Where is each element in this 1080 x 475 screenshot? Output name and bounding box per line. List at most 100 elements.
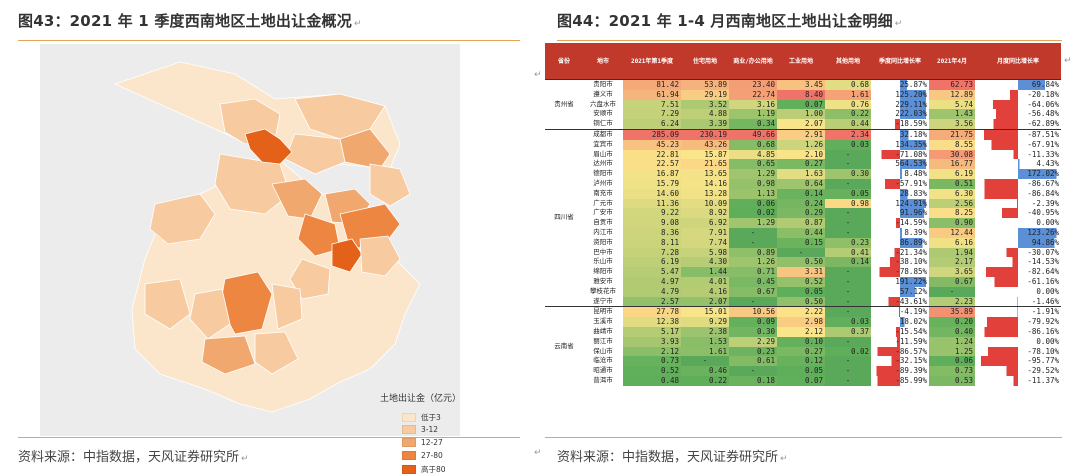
column-header: 2021年4月 bbox=[929, 43, 975, 80]
value-cell: 7.91 bbox=[681, 227, 729, 238]
table-row: 安顺市 7.29 4.88 1.19 1.00 0.22 222.03% 1.43 -56.48… bbox=[545, 109, 1061, 120]
value-cell: 7.29 bbox=[623, 109, 681, 120]
table-header-row: 省份 地市 2021年第1季度 住宅用地 商业/办公用地 工业用地 其他用地 季度同比增长率 2… bbox=[545, 43, 1061, 80]
city-cell: 保山市 bbox=[583, 346, 623, 357]
region-p bbox=[201, 335, 256, 375]
growth-rate-cell: -43.61% bbox=[871, 296, 929, 307]
table-row: 广安市 9.22 8.92 0.02 0.29-91.96% 8.25 -40.95% bbox=[545, 208, 1061, 219]
value-cell: 4.30 bbox=[681, 257, 729, 268]
table-row: 攀枝花市 4.79 4.16 0.67 0.05-57.12% -0.00% bbox=[545, 286, 1061, 297]
value-cell: 0.50 bbox=[777, 257, 825, 268]
growth-rate-cell: -67.91% bbox=[975, 139, 1061, 150]
value-cell: 0.27 bbox=[777, 346, 825, 357]
value-cell: 2.23 bbox=[929, 296, 975, 307]
legend-item: 3-12 bbox=[402, 425, 438, 434]
value-cell: 9.08 bbox=[623, 218, 681, 228]
value-cell: 0.05 bbox=[777, 366, 825, 376]
growth-rate-cell: 0.00% bbox=[975, 336, 1061, 347]
growth-rate-cell: 0.00% bbox=[975, 286, 1061, 297]
column-header: 月度同比增长率 bbox=[975, 43, 1061, 80]
value-cell: 8.25 bbox=[929, 208, 975, 219]
growth-rate-cell: -1.91% bbox=[975, 306, 1061, 318]
growth-rate-cell: 222.03% bbox=[871, 109, 929, 120]
city-cell: 普洱市 bbox=[583, 375, 623, 386]
table-row: 泸州市 15.79 14.16 0.98 0.64- -57.91% 0.51 -86.67% bbox=[545, 178, 1061, 189]
value-cell: 81.42 bbox=[623, 78, 681, 90]
value-cell: 0.22 bbox=[825, 109, 871, 120]
value-cell: - bbox=[929, 286, 975, 297]
southwest-china-map: 土地出让金（亿元） 低于3 3-12 12-27 27-80 高于80 bbox=[40, 44, 461, 474]
legend-swatch bbox=[402, 465, 416, 474]
table-row: 丽江市 3.93 1.53 2.29 0.10- -11.59% 1.24 0.00% bbox=[545, 336, 1061, 347]
value-cell: 0.05 bbox=[777, 286, 825, 297]
legend-swatch bbox=[402, 425, 416, 434]
legend-item: 12-27 bbox=[402, 438, 443, 447]
growth-rate-cell: 125.20% bbox=[871, 89, 929, 100]
growth-rate-cell: -11.59% bbox=[871, 336, 929, 347]
value-cell: 2.12 bbox=[777, 326, 825, 337]
table-row: 德阳市 16.87 13.65 1.29 1.63 0.30 8.48% 6.19 172.02… bbox=[545, 169, 1061, 179]
growth-rate-cell: -30.07% bbox=[975, 247, 1061, 258]
right-title-rule bbox=[557, 40, 1062, 41]
value-cell: 0.41 bbox=[825, 247, 871, 258]
value-cell: - bbox=[825, 286, 871, 297]
value-cell: 15.87 bbox=[681, 149, 729, 160]
value-cell: 35.89 bbox=[929, 306, 975, 318]
value-cell: 23.40 bbox=[729, 78, 777, 90]
table-row: 遵义市 61.94 29.19 22.74 8.40 1.61 125.20% 12.89 -2… bbox=[545, 89, 1061, 100]
growth-rate-cell: -86.67% bbox=[975, 178, 1061, 189]
growth-rate-cell: -71.08% bbox=[871, 149, 929, 160]
value-cell: - bbox=[825, 208, 871, 219]
column-header: 工业用地 bbox=[777, 43, 825, 80]
value-cell: 0.76 bbox=[825, 99, 871, 110]
growth-rate-cell: -87.51% bbox=[975, 128, 1061, 140]
table-row: 宜宾市 45.23 43.26 0.68 1.26 0.03 134.35% 8.55 -67.… bbox=[545, 139, 1061, 150]
city-cell: 巴中市 bbox=[583, 247, 623, 258]
region-o bbox=[189, 288, 231, 340]
table-row: 遂宁市 2.57 2.07-0.50- -43.61% 2.23 -1.46% bbox=[545, 296, 1061, 307]
value-cell: - bbox=[825, 356, 871, 367]
city-cell: 泸州市 bbox=[583, 178, 623, 189]
value-cell: 9.29 bbox=[681, 317, 729, 327]
growth-rate-cell: 18.02% bbox=[871, 317, 929, 327]
column-header: 省份 bbox=[545, 43, 583, 80]
value-cell: 0.89 bbox=[729, 247, 777, 258]
growth-rate-cell: 25.87% bbox=[871, 78, 929, 90]
value-cell: 0.98 bbox=[825, 198, 871, 209]
table-row: 绵阳市 5.47 1.44 0.71 3.31- -78.85% 3.65 -82.64% bbox=[545, 267, 1061, 277]
value-cell: 30.08 bbox=[929, 149, 975, 160]
value-cell: 0.06 bbox=[929, 356, 975, 367]
value-cell: 2.57 bbox=[623, 296, 681, 307]
value-cell: 0.73 bbox=[929, 366, 975, 376]
growth-rate-cell: -15.54% bbox=[871, 326, 929, 337]
value-cell: 0.50 bbox=[777, 296, 825, 307]
value-cell: 0.23 bbox=[825, 237, 871, 248]
value-cell: 0.73 bbox=[623, 356, 681, 367]
table-row: 资阳市 8.11 7.74-0.15 0.23 86.89% 6.16 94.86% bbox=[545, 237, 1061, 248]
value-cell: 0.07 bbox=[777, 99, 825, 110]
city-cell: 雅安市 bbox=[583, 276, 623, 287]
growth-rate-cell: 91.96% bbox=[871, 208, 929, 219]
value-cell: 16.77 bbox=[929, 159, 975, 170]
value-cell: 0.45 bbox=[729, 276, 777, 287]
legend-swatch bbox=[402, 438, 416, 447]
growth-rate-cell: -18.59% bbox=[871, 119, 929, 130]
value-cell: 61.94 bbox=[623, 89, 681, 100]
growth-rate-cell: -14.59% bbox=[871, 218, 929, 228]
value-cell: 0.46 bbox=[681, 366, 729, 376]
value-cell: 4.97 bbox=[623, 276, 681, 287]
value-cell: 0.14 bbox=[777, 188, 825, 199]
value-cell: 2.56 bbox=[929, 198, 975, 209]
region-l bbox=[359, 235, 401, 277]
value-cell: 0.71 bbox=[729, 267, 777, 277]
legend-swatch bbox=[402, 413, 416, 422]
region-k bbox=[369, 163, 411, 207]
growth-rate-cell: -79.92% bbox=[975, 317, 1061, 327]
value-cell: 1.29 bbox=[729, 218, 777, 228]
value-cell: 0.48 bbox=[623, 375, 681, 386]
legend-item: 低于3 bbox=[402, 412, 441, 423]
value-cell: - bbox=[825, 178, 871, 189]
growth-rate-cell: -20.18% bbox=[975, 89, 1061, 100]
value-cell: 0.34 bbox=[729, 119, 777, 130]
growth-rate-cell: -78.85% bbox=[871, 267, 929, 277]
